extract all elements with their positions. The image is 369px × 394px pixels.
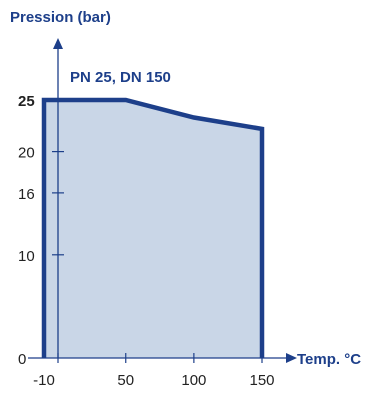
x-axis-title: Temp. °C — [297, 351, 361, 368]
x-tick-label: 150 — [249, 372, 274, 389]
chart-annotation: PN 25, DN 150 — [70, 69, 171, 86]
y-tick-label: 16 — [18, 186, 35, 203]
x-axis-arrow — [286, 353, 297, 363]
area-layer — [44, 100, 262, 358]
outline-layer — [41, 97, 265, 358]
series-line — [41, 97, 265, 358]
y-tick-label: 0 — [18, 351, 26, 368]
x-tick-label: 50 — [117, 372, 134, 389]
x-tick-label: 100 — [181, 372, 206, 389]
operating-area-fill — [44, 100, 262, 358]
y-tick-label: 25 — [18, 93, 35, 110]
y-axis-arrow — [53, 38, 63, 49]
y-tick-label: 10 — [18, 248, 35, 265]
y-tick-label: 20 — [18, 145, 35, 162]
y-axis-title: Pression (bar) — [10, 9, 111, 26]
x-tick-label: -10 — [33, 372, 55, 389]
